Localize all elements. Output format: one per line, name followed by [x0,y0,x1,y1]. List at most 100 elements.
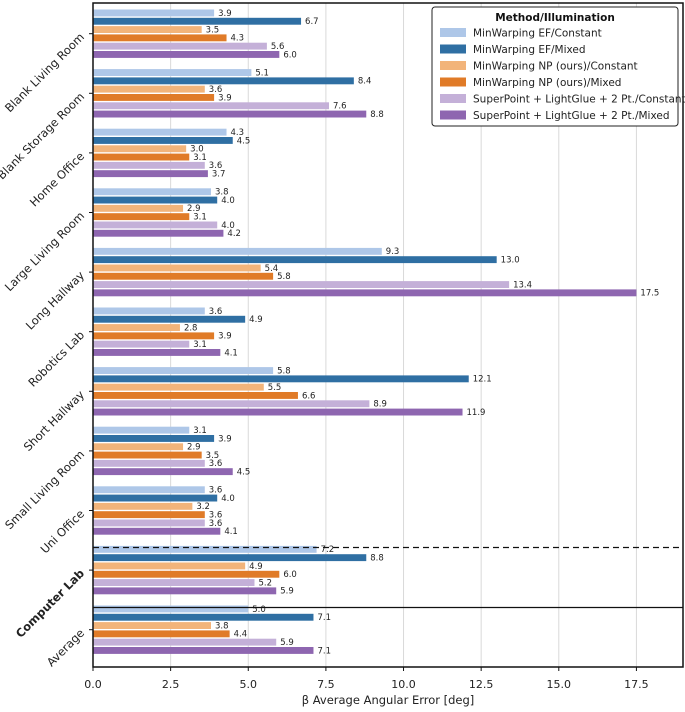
value-label: 5.4 [265,264,279,274]
bar [93,468,233,476]
x-tick-label: 12.5 [469,678,494,691]
value-label: 4.3 [231,128,245,138]
bar [93,51,280,58]
legend-label: MinWarping EF/Constant [473,28,602,40]
bar [93,443,184,451]
value-label: 3.9 [218,93,232,103]
value-label: 3.6 [209,85,223,95]
bar [93,247,382,255]
bar [93,213,190,221]
bar [93,622,211,629]
bar [93,587,277,595]
legend-label: MinWarping NP (ours)/Constant [473,61,638,73]
legend-box [431,6,679,127]
bar [93,527,221,535]
bar [93,605,249,613]
value-label: 8.9 [373,400,387,410]
category-label: Uni Office [38,507,88,557]
bar [93,94,215,101]
legend-swatch [440,94,466,103]
bar [93,519,205,527]
bar [93,307,205,315]
legend-label: SuperPoint + LightGlue + 2 Pt./Mixed [473,110,670,122]
value-label: 3.6 [209,459,223,469]
value-label: 13.4 [513,280,532,290]
value-label: 5.8 [277,366,291,376]
legend-swatch [440,44,466,54]
category-label: Robotics Lab [25,328,87,390]
x-tick-label: 7.5 [317,678,335,691]
x-axis: 0.0 2.5 5.0 7.5 10.0 12.5 15.0 17.5 [84,667,649,691]
legend-label: MinWarping EF/Mixed [473,44,586,56]
bar [93,579,255,586]
value-label: 4.1 [224,348,238,358]
value-label: 3.6 [209,161,223,171]
value-label: 4.5 [237,468,251,478]
value-label: 9.3 [386,247,400,257]
x-tick-label: 0.0 [84,678,102,691]
value-label: 5.8 [277,272,291,282]
value-label: 3.2 [196,502,210,512]
bar [93,42,267,50]
value-label: 11.9 [467,408,486,418]
bar [93,77,354,85]
value-label: 4.5 [237,136,251,146]
bar [93,281,510,288]
value-label: 8.8 [370,554,384,564]
bar [93,137,233,144]
plot-frame [92,2,684,668]
value-label: 5.1 [255,68,269,78]
value-label: 3.6 [209,486,223,496]
value-label: 8.4 [358,77,372,87]
value-label: 4.1 [224,527,238,537]
value-label: 3.6 [209,511,223,521]
bar [93,494,218,502]
bar [93,340,190,348]
bar [93,34,227,42]
bar [93,102,329,110]
bar [93,367,274,374]
x-tick-label: 5.0 [240,678,258,691]
value-label: 7.1 [317,613,331,623]
bar [93,153,190,161]
legend-swatch [440,61,466,70]
value-label: 7.6 [333,102,347,112]
value-label: 4.9 [249,562,263,572]
bar [93,272,274,280]
bar [93,502,193,510]
separators [93,546,683,609]
bar [93,264,261,272]
value-label: 6.0 [283,570,297,580]
bar [93,486,205,494]
bar [93,229,224,237]
legend-swatch [440,77,466,87]
bar [93,128,227,136]
legend-swatch [440,110,466,120]
value-label: 4.2 [227,229,241,239]
value-label: 4.0 [221,196,235,206]
x-tick-label: 10.0 [391,678,416,691]
value-label: 5.0 [252,605,266,615]
bar [93,562,246,570]
bar [93,161,205,169]
value-label: 3.8 [215,188,229,198]
value-label: 3.1 [193,340,207,350]
value-labels: 3.96.73.54.35.66.05.18.43.63.97.68.84.34… [184,9,659,656]
value-label: 17.5 [640,289,659,299]
value-label: 3.5 [206,25,220,35]
value-label: 6.6 [302,391,316,401]
value-label: 3.9 [218,434,232,444]
bar [93,630,230,638]
value-label: 3.1 [193,426,207,436]
bar [93,545,317,553]
legend: Method/Illumination MinWarping EF/Consta… [431,6,685,127]
value-label: 3.6 [209,519,223,529]
value-label: 7.2 [321,545,335,555]
value-label: 3.7 [212,170,226,180]
bar [93,221,218,229]
bar [93,110,367,118]
bar [93,315,246,323]
value-label: 7.1 [317,646,331,656]
